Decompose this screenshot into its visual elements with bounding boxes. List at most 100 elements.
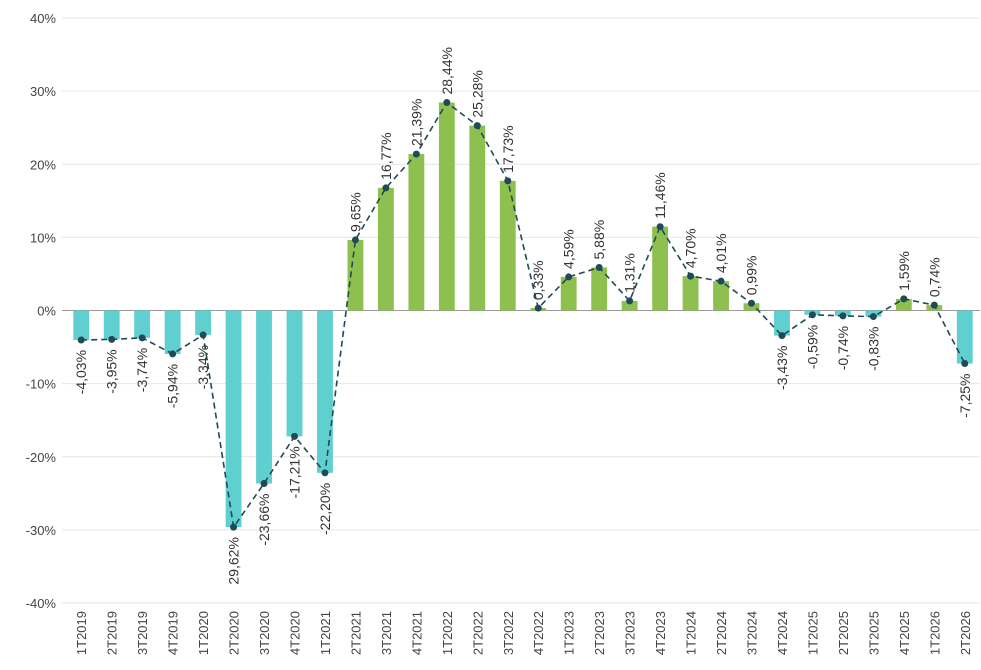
point <box>260 480 268 488</box>
x-tick-label: 1T2019 <box>74 611 89 655</box>
x-tick-label: 2T2025 <box>836 611 851 655</box>
x-tick-label: 4T2025 <box>897 611 912 655</box>
data-label: 5,88% <box>591 220 607 260</box>
point <box>443 99 451 107</box>
data-label: 4,70% <box>683 228 699 268</box>
point <box>717 277 725 285</box>
bar <box>499 180 516 311</box>
x-tick-label: 1T2022 <box>440 611 455 655</box>
bar <box>621 300 638 311</box>
data-label: -0,74% <box>835 326 851 370</box>
point <box>321 469 329 477</box>
x-tick-label: 3T2024 <box>745 611 760 655</box>
x-tick-label: 3T2021 <box>379 611 394 655</box>
y-tick-label: -30% <box>26 523 57 538</box>
x-tick-label: 2T2019 <box>105 611 120 655</box>
data-label: 11,46% <box>652 172 668 218</box>
point <box>504 177 512 185</box>
data-label: 0,74% <box>926 257 942 297</box>
bar <box>956 310 973 364</box>
bar <box>469 125 486 311</box>
data-label: 4,59% <box>561 229 577 269</box>
bar <box>377 187 394 311</box>
point <box>869 313 877 321</box>
bar <box>743 303 760 311</box>
data-label: 16,77% <box>378 132 394 179</box>
x-tick-label: 4T2021 <box>409 611 424 655</box>
x-tick-label: 1T2024 <box>684 611 699 655</box>
data-label: -17,21% <box>287 446 303 498</box>
y-tick-label: 30% <box>30 84 56 99</box>
data-label: -23,66% <box>256 494 272 546</box>
data-label: -0,59% <box>804 325 820 369</box>
bar <box>408 154 425 311</box>
x-tick-label: 1T2020 <box>196 611 211 655</box>
y-tick-label: 10% <box>30 230 56 245</box>
x-tick-label: 3T2022 <box>501 611 516 655</box>
data-label: 29,62% <box>226 537 242 584</box>
data-label: -4,03% <box>73 350 89 394</box>
x-tick-label: 1T2026 <box>927 611 942 655</box>
x-tick-label: 4T2024 <box>775 611 790 655</box>
bar <box>103 310 120 340</box>
x-tick-label: 2T2026 <box>958 611 973 655</box>
y-tick-label: 20% <box>30 157 56 172</box>
bar <box>682 276 699 311</box>
point <box>473 122 481 130</box>
data-label: 0,99% <box>744 256 760 296</box>
point <box>291 432 298 440</box>
x-tick-label: 2T2024 <box>714 611 729 655</box>
x-tick-label: 1T2021 <box>318 611 333 655</box>
point <box>778 332 786 340</box>
y-tick-label: 40% <box>30 11 56 26</box>
data-label: 21,39% <box>408 99 424 146</box>
point <box>595 264 603 272</box>
trend-line <box>81 101 966 530</box>
x-tick-label: 3T2019 <box>135 611 150 655</box>
point <box>108 335 116 343</box>
point <box>626 297 634 305</box>
bar <box>774 310 790 336</box>
data-label: 17,73% <box>500 125 516 172</box>
bar <box>134 310 151 338</box>
data-label: -3,74% <box>134 348 150 392</box>
point <box>382 184 390 192</box>
data-label: 4,01% <box>713 233 729 273</box>
point <box>565 273 573 281</box>
x-tick-label: 1T2023 <box>562 611 577 655</box>
point <box>351 236 359 244</box>
bar <box>652 226 669 311</box>
x-tick-label: 2T2022 <box>470 611 485 655</box>
data-label: 0,33% <box>530 260 546 300</box>
point <box>808 311 816 319</box>
data-label: 28,44% <box>439 47 455 94</box>
bar <box>195 310 212 335</box>
y-tick-label: -20% <box>26 450 57 465</box>
bar <box>256 310 272 484</box>
point <box>900 295 908 303</box>
x-tick-label: 4T2022 <box>531 611 546 655</box>
point <box>169 350 177 358</box>
point <box>534 304 542 312</box>
x-tick-label: 4T2020 <box>288 611 303 655</box>
data-label: -22,20% <box>317 483 333 535</box>
data-label: 1,59% <box>896 251 912 291</box>
x-tick-label: 2T2023 <box>592 611 607 655</box>
bar <box>895 298 912 311</box>
x-tick-label: 2T2021 <box>348 611 363 655</box>
point <box>199 331 207 339</box>
y-tick-label: 0% <box>37 304 56 319</box>
y-tick-label: -40% <box>26 596 57 611</box>
point <box>839 312 847 320</box>
data-label: -7,25% <box>957 374 973 418</box>
bar <box>225 310 242 528</box>
point <box>687 272 695 280</box>
data-label: 9,65% <box>347 192 363 232</box>
data-label: -0,83% <box>865 327 881 371</box>
x-tick-label: 2T2020 <box>227 611 242 655</box>
data-label: -3,43% <box>774 346 790 390</box>
x-tick-label: 4T2023 <box>653 611 668 655</box>
x-tick-label: 4T2019 <box>166 611 181 655</box>
x-tick-label: 3T2025 <box>866 611 881 655</box>
